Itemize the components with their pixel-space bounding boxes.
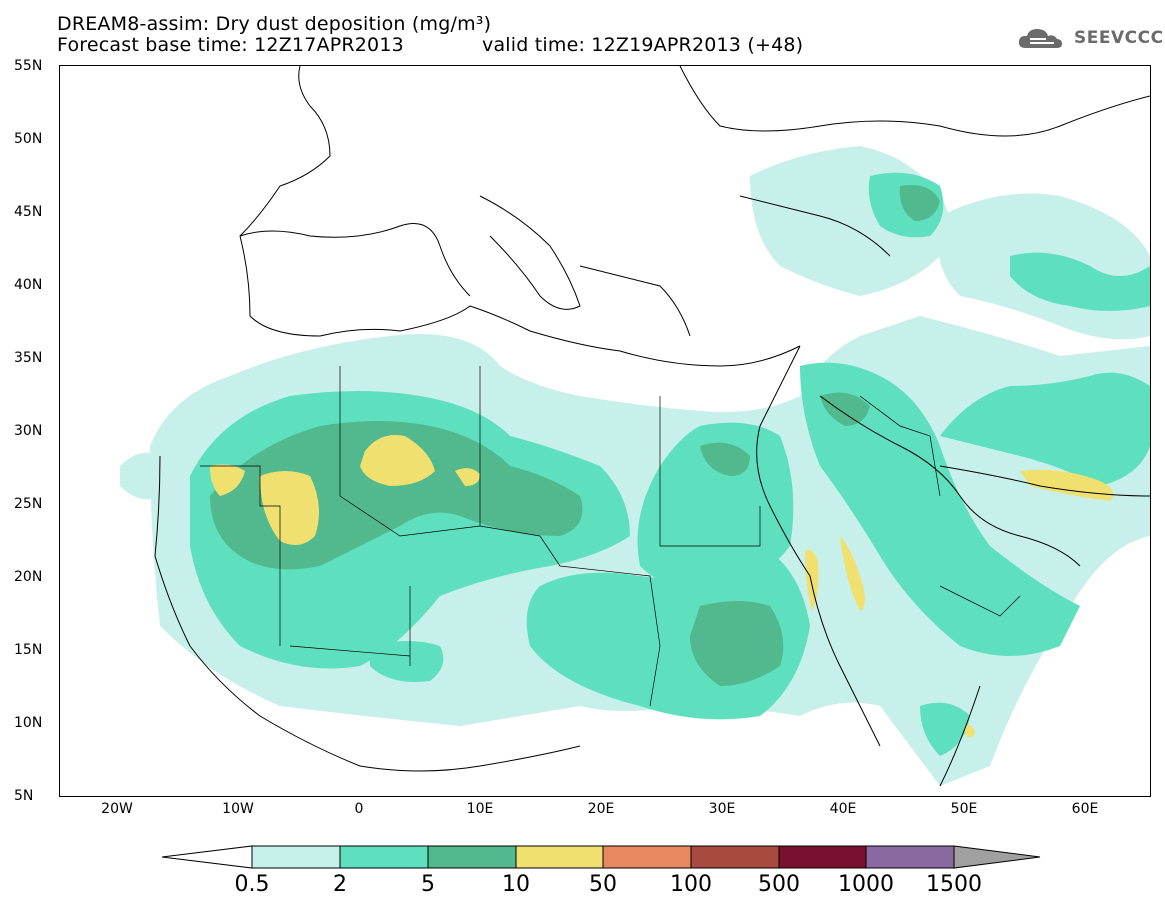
colorbar-label: 10 <box>502 872 530 897</box>
lon-label: 30E <box>708 801 736 817</box>
lon-label: 50E <box>950 801 978 817</box>
lat-label: 5N <box>14 788 34 804</box>
lon-label: 0 <box>354 801 364 817</box>
lon-label: 10W <box>222 801 254 817</box>
colorbar-swatch <box>515 845 604 869</box>
lat-label: 50N <box>14 131 43 147</box>
colorbar-label: 500 <box>758 872 800 897</box>
lat-label: 15N <box>14 642 43 658</box>
colorbar-over-arrow <box>953 845 1041 869</box>
lon-label: 20E <box>587 801 615 817</box>
seevccc-logo: SEEVCCC <box>1018 26 1164 50</box>
colorbar-label: 1500 <box>926 872 982 897</box>
lon-label: 40E <box>829 801 857 817</box>
logo-text: SEEVCCC <box>1074 28 1164 48</box>
colorbar-label: 100 <box>670 872 712 897</box>
colorbar-swatch <box>339 845 429 869</box>
colorbar-label: 50 <box>589 872 617 897</box>
lat-label: 25N <box>14 496 43 512</box>
coastlines <box>154 66 1150 787</box>
lon-label: 60E <box>1071 801 1099 817</box>
lon-label: 20W <box>101 801 133 817</box>
lat-label: 35N <box>14 350 43 366</box>
cloud-icon <box>1018 29 1062 48</box>
colorbar-swatch <box>251 845 341 869</box>
lat-label: 40N <box>14 277 43 293</box>
dust-map <box>120 66 1150 787</box>
colorbar-label: 5 <box>421 872 435 897</box>
chart-title: DREAM8-assim: Dry dust deposition (mg/m³… <box>57 13 492 35</box>
lat-label: 10N <box>14 715 43 731</box>
map-area <box>59 65 1151 797</box>
valid-time: valid time: 12Z19APR2013 (+48) <box>482 34 804 56</box>
colorbar-label: 2 <box>333 872 347 897</box>
colorbar-swatch <box>865 845 955 869</box>
country-borders <box>200 366 1021 707</box>
colorbar <box>161 845 1041 869</box>
colorbar-label: 1000 <box>838 872 894 897</box>
colorbar-under-arrow <box>161 845 253 869</box>
lat-label: 30N <box>14 423 43 439</box>
colorbar-label: 0.5 <box>234 872 270 897</box>
lat-label: 55N <box>14 58 43 74</box>
colorbar-swatch <box>427 845 517 869</box>
lat-label: 45N <box>14 204 43 220</box>
colorbar-swatch <box>602 845 692 869</box>
lon-label: 10E <box>466 801 494 817</box>
lat-label: 20N <box>14 569 43 585</box>
colorbar-swatch <box>690 845 780 869</box>
forecast-base-time: Forecast base time: 12Z17APR2013 <box>57 34 404 56</box>
colorbar-swatch <box>778 845 867 869</box>
